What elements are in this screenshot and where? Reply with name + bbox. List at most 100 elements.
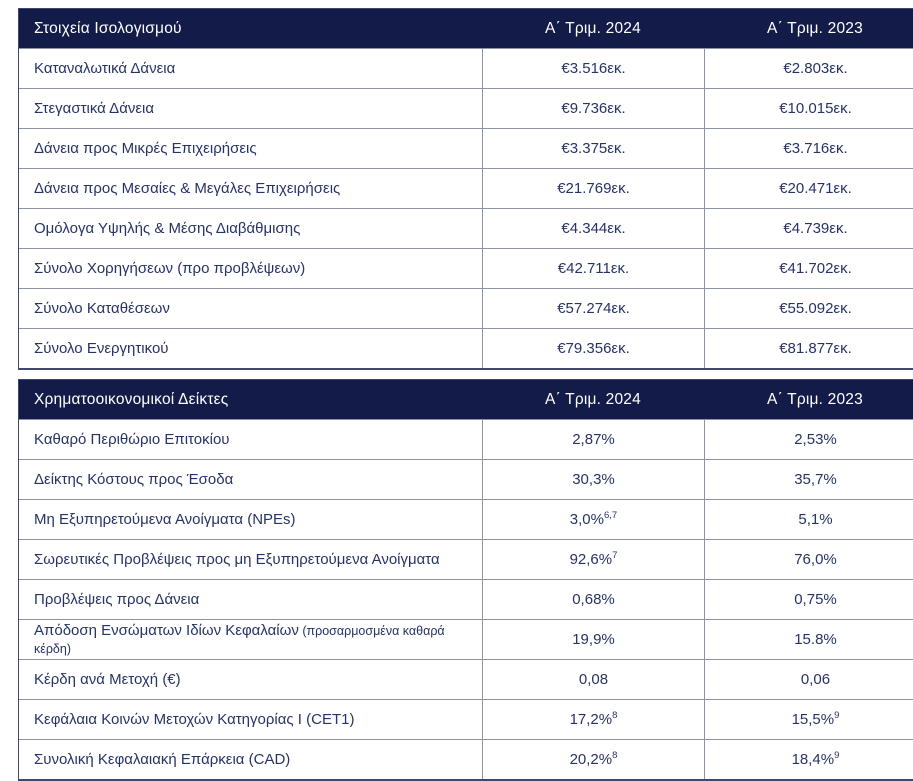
value-q1-2023: 15,5%9	[704, 699, 913, 739]
financial-ratios-body: Καθαρό Περιθώριο Επιτοκίου 2,87% 2,53% Δείκ…	[19, 419, 913, 779]
value-q1-2024: 0,08	[482, 659, 704, 699]
table-header-row: Στοιχεία Ισολογισμού Α΄ Τριμ. 2024 Α΄ Τρ…	[19, 9, 913, 48]
row-label: Ομόλογα Υψηλής & Μέσης Διαβάθμισης	[19, 208, 482, 248]
row-label-text: Ομόλογα Υψηλής & Μέσης Διαβάθμισης	[34, 219, 301, 237]
row-label: Καθαρό Περιθώριο Επιτοκίου	[19, 419, 482, 459]
balance-sheet-table: Στοιχεία Ισολογισμού Α΄ Τριμ. 2024 Α΄ Τρ…	[18, 8, 913, 370]
row-label: Καταναλωτικά Δάνεια	[19, 48, 482, 88]
cell-value-text: 20,2%	[569, 750, 613, 768]
table-row: Σύνολο Καταθέσεων €57.274εκ. €55.092εκ.	[19, 288, 913, 328]
value-q1-2024: 17,2%8	[482, 699, 704, 739]
cell-value-text: 0,08	[578, 670, 609, 688]
cell-value-text: 5,1%	[798, 510, 833, 528]
row-label-text: Σύνολο Καταθέσεων	[34, 299, 170, 317]
row-label: Σύνολο Χορηγήσεων (προ προβλέψεων)	[19, 248, 482, 288]
cell-value-text: €41.702εκ.	[779, 259, 852, 277]
cell-value-text: 35,7%	[794, 470, 837, 488]
table-row: Δάνεια προς Μικρές Επιχειρήσεις €3.375εκ.…	[19, 128, 913, 168]
row-label: Κέρδη ανά Μετοχή (€)	[19, 659, 482, 699]
cell-value-text: 3,0%	[569, 510, 604, 528]
value-q1-2023: €81.877εκ.	[704, 328, 913, 368]
cell-value-text: €42.711εκ.	[557, 259, 630, 277]
footnote-superscript: 9	[834, 749, 840, 761]
row-label: Σύνολο Καταθέσεων	[19, 288, 482, 328]
cell-value-text: €55.092εκ.	[779, 299, 852, 317]
row-label: Δάνεια προς Μικρές Επιχειρήσεις	[19, 128, 482, 168]
table-row: Συνολική Κεφαλαιακή Επάρκεια (CAD) 20,2%8…	[19, 739, 913, 779]
value-q1-2023: 0,75%	[704, 579, 913, 619]
value-q1-2023: €41.702εκ.	[704, 248, 913, 288]
row-label-text: Μη Εξυπηρετούμενα Ανοίγματα (NPEs)	[34, 510, 296, 528]
value-q1-2023: €20.471εκ.	[704, 168, 913, 208]
table-row: Μη Εξυπηρετούμενα Ανοίγματα (NPEs) 3,0%6,…	[19, 499, 913, 539]
table-row: Σύνολο Ενεργητικού €79.356εκ. €81.877εκ.	[19, 328, 913, 368]
table-header-row: Χρηματοοικονομικοί Δείκτες Α΄ Τριμ. 2024…	[19, 380, 913, 419]
financial-ratios-header: Χρηματοοικονομικοί Δείκτες Α΄ Τριμ. 2024…	[19, 380, 913, 419]
footnote-superscript: 8	[612, 709, 618, 721]
column-header-q1-2024: Α΄ Τριμ. 2024	[482, 380, 704, 419]
value-q1-2023: 76,0%	[704, 539, 913, 579]
cell-value-text: €21.769εκ.	[557, 179, 630, 197]
column-header-q1-2023: Α΄ Τριμ. 2023	[704, 380, 913, 419]
value-q1-2024: €21.769εκ.	[482, 168, 704, 208]
cell-value-text: €4.739εκ.	[783, 219, 848, 237]
financial-ratios-table: Χρηματοοικονομικοί Δείκτες Α΄ Τριμ. 2024…	[18, 379, 913, 781]
row-label-text: Απόδοση Ενσώματων Ιδίων Κεφαλαίων	[34, 621, 299, 639]
footnote-superscript: 6,7	[603, 509, 618, 521]
row-label: Προβλέψεις προς Δάνεια	[19, 579, 482, 619]
row-label-note: (προσαρμοσμένα καθαρά κέρδη)	[34, 623, 445, 656]
value-q1-2024: €3.516εκ.	[482, 48, 704, 88]
value-q1-2024: 3,0%6,7	[482, 499, 704, 539]
value-q1-2024: 2,87%	[482, 419, 704, 459]
value-q1-2024: 0,68%	[482, 579, 704, 619]
value-q1-2023: 18,4%9	[704, 739, 913, 779]
row-label: Δάνεια προς Μεσαίες & Μεγάλες Επιχειρήσε…	[19, 168, 482, 208]
row-label-text: Δείκτης Κόστους προς Έσοδα	[34, 470, 234, 488]
footnote-superscript: 8	[612, 749, 618, 761]
table-row: Κέρδη ανά Μετοχή (€) 0,08 0,06	[19, 659, 913, 699]
table-row: Στεγαστικά Δάνεια €9.736εκ. €10.015εκ.	[19, 88, 913, 128]
row-label-text: Δάνεια προς Μικρές Επιχειρήσεις	[34, 139, 257, 157]
cell-value-text: 0,68%	[572, 590, 615, 608]
value-q1-2023: €4.739εκ.	[704, 208, 913, 248]
cell-value-text: 0,75%	[794, 590, 837, 608]
table-row: Ομόλογα Υψηλής & Μέσης Διαβάθμισης €4.344…	[19, 208, 913, 248]
table-row: Δάνεια προς Μεσαίες & Μεγάλες Επιχειρήσε…	[19, 168, 913, 208]
value-q1-2023: €2.803εκ.	[704, 48, 913, 88]
cell-value-text: 2,87%	[572, 430, 615, 448]
value-q1-2023: 15.8%	[704, 619, 913, 659]
row-label: Απόδοση Ενσώματων Ιδίων Κεφαλαίων (προσα…	[19, 619, 482, 659]
row-label: Σύνολο Ενεργητικού	[19, 328, 482, 368]
row-label: Δείκτης Κόστους προς Έσοδα	[19, 459, 482, 499]
row-label-text: Προβλέψεις προς Δάνεια	[34, 590, 200, 608]
row-label: Μη Εξυπηρετούμενα Ανοίγματα (NPEs)	[19, 499, 482, 539]
value-q1-2024: 30,3%	[482, 459, 704, 499]
table-title-balance-sheet: Στοιχεία Ισολογισμού	[19, 9, 482, 48]
value-q1-2024: €4.344εκ.	[482, 208, 704, 248]
table-row: Δείκτης Κόστους προς Έσοδα 30,3% 35,7%	[19, 459, 913, 499]
value-q1-2023: €55.092εκ.	[704, 288, 913, 328]
value-q1-2024: €3.375εκ.	[482, 128, 704, 168]
table-row: Προβλέψεις προς Δάνεια 0,68% 0,75%	[19, 579, 913, 619]
value-q1-2023: 0,06	[704, 659, 913, 699]
cell-value-text: €2.803εκ.	[783, 59, 848, 77]
row-label-text: Δάνεια προς Μεσαίες & Μεγάλες Επιχειρήσε…	[34, 179, 341, 197]
value-q1-2024: 92,6%7	[482, 539, 704, 579]
row-label: Συνολική Κεφαλαιακή Επάρκεια (CAD)	[19, 739, 482, 779]
row-label: Σωρευτικές Προβλέψεις προς μη Εξυπηρετού…	[19, 539, 482, 579]
cell-value-text: 2,53%	[794, 430, 837, 448]
value-q1-2023: 5,1%	[704, 499, 913, 539]
value-q1-2023: €3.716εκ.	[704, 128, 913, 168]
value-q1-2023: €10.015εκ.	[704, 88, 913, 128]
value-q1-2023: 35,7%	[704, 459, 913, 499]
cell-value-text: 0,06	[800, 670, 831, 688]
footnote-superscript: 9	[834, 709, 840, 721]
cell-value-text: 92,6%	[569, 550, 613, 568]
cell-value-text: 76,0%	[794, 550, 837, 568]
value-q1-2024: €57.274εκ.	[482, 288, 704, 328]
table-row: Σύνολο Χορηγήσεων (προ προβλέψεων) €42.71…	[19, 248, 913, 288]
row-label: Στεγαστικά Δάνεια	[19, 88, 482, 128]
cell-value-text: €3.375εκ.	[561, 139, 626, 157]
cell-value-text: €9.736εκ.	[561, 99, 626, 117]
cell-value-text: 17,2%	[569, 710, 613, 728]
